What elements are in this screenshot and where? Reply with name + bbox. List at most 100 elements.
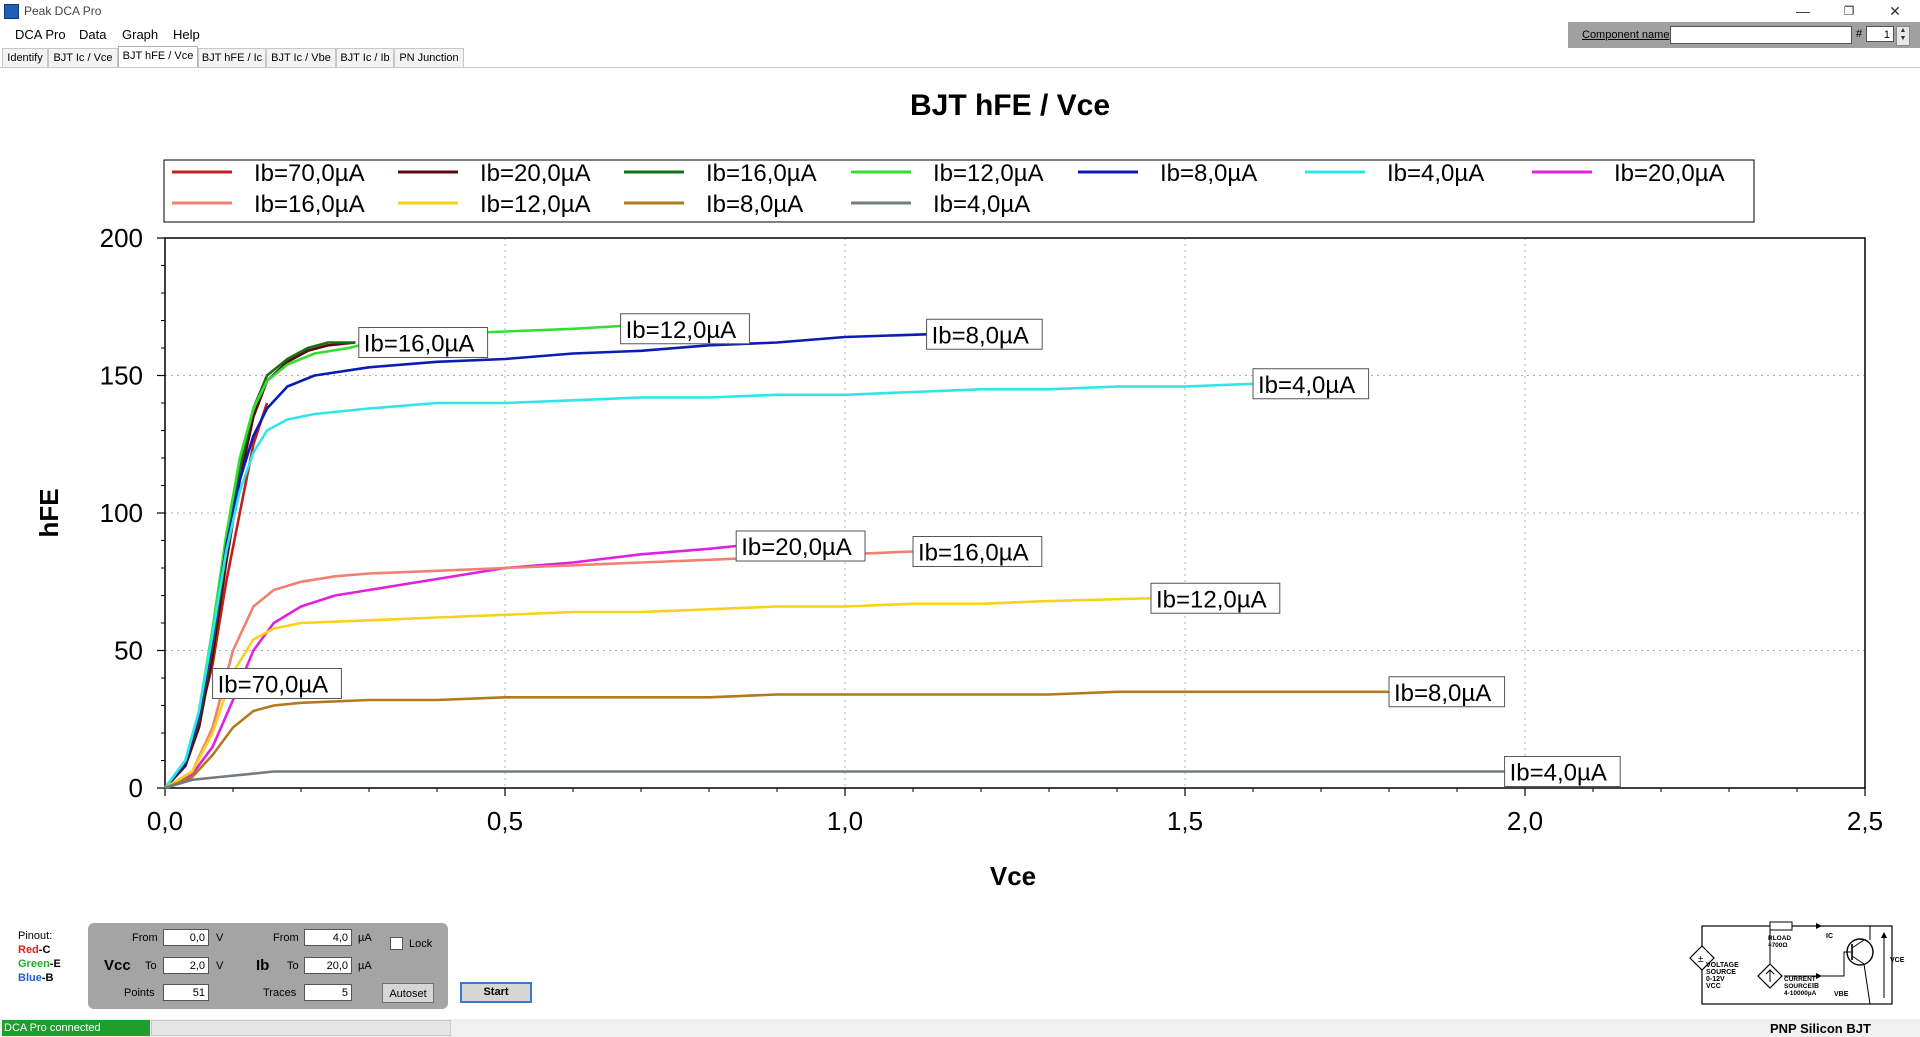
legend-label: Ib=16,0µA bbox=[254, 191, 365, 218]
ib-to-input[interactable]: 20,0 bbox=[304, 957, 352, 974]
vcc-to-input[interactable]: 2,0 bbox=[163, 957, 209, 974]
component-name-input[interactable] bbox=[1670, 26, 1852, 44]
vce-text: VCE bbox=[1890, 957, 1905, 964]
tab-divider bbox=[0, 67, 1920, 68]
minimize-button[interactable]: — bbox=[1796, 3, 1810, 19]
tab-bjt-hfe-vce[interactable]: BJT hFE / Vce bbox=[118, 46, 198, 68]
trace-label-box bbox=[1252, 368, 1370, 400]
pinout-red: Red bbox=[18, 944, 39, 956]
vcc-from-input[interactable]: 0,0 bbox=[163, 929, 209, 946]
component-number-spinner[interactable]: ▲ ▼ bbox=[1896, 26, 1910, 46]
trace-label: Ib=4,0µA bbox=[1252, 368, 1370, 400]
vsrc-text-1: VOLTAGE bbox=[1706, 962, 1739, 969]
traces-input[interactable]: 5 bbox=[304, 984, 352, 1001]
start-button[interactable]: Start bbox=[460, 982, 532, 1003]
lock-label: Lock bbox=[409, 938, 433, 950]
isrc-text-3: 4-10000µA bbox=[1784, 990, 1817, 997]
menu-help[interactable]: Help bbox=[173, 27, 200, 42]
y-tick-label: 50 bbox=[114, 636, 143, 666]
trace-label-text: Ib=4,0µA bbox=[1258, 372, 1355, 399]
component-number-input[interactable]: 1 bbox=[1866, 26, 1894, 42]
menu-data[interactable]: Data bbox=[79, 27, 107, 42]
trace-label: Ib=16,0µA bbox=[358, 327, 489, 358]
series-line bbox=[163, 382, 1254, 789]
ib-label: Ib bbox=[256, 957, 270, 974]
trace-label-text: Ib=16,0µA bbox=[364, 331, 475, 358]
series-line bbox=[163, 341, 356, 789]
progress-bar bbox=[151, 1020, 451, 1036]
trace-label-text: Ib=16,0µA bbox=[918, 540, 1029, 567]
isrc-text-1: CURRENT bbox=[1784, 976, 1816, 983]
x-axis-label: Vce bbox=[990, 861, 1036, 891]
restore-button[interactable]: ❐ bbox=[1843, 4, 1855, 18]
pinout-info: Pinout: Red-C Green-E Blue-B bbox=[18, 929, 61, 985]
vbe-text: VBE bbox=[1834, 991, 1849, 998]
trace-label: Ib=12,0µA bbox=[1150, 582, 1281, 614]
load-resistor-icon bbox=[1769, 921, 1793, 931]
window-title: Peak DCA Pro bbox=[24, 4, 102, 18]
ib-to-label: To bbox=[287, 960, 299, 972]
legend-label: Ib=12,0µA bbox=[933, 160, 1044, 187]
x-tick-label: 1,5 bbox=[1167, 806, 1203, 836]
legend-label: Ib=16,0µA bbox=[706, 160, 817, 187]
ib-to-unit: µA bbox=[358, 960, 372, 972]
series-line bbox=[164, 690, 1389, 790]
ib-from-input[interactable]: 4,0 bbox=[304, 929, 352, 946]
vsrc-text-3: 0-12V bbox=[1706, 976, 1725, 983]
isrc-text-2: SOURCE bbox=[1784, 983, 1812, 990]
legend-label: Ib=4,0µA bbox=[1387, 160, 1484, 187]
points-input[interactable]: 51 bbox=[163, 984, 209, 1001]
autoset-button[interactable]: Autoset bbox=[382, 983, 434, 1003]
ib-from-unit: µA bbox=[358, 932, 372, 944]
x-tick-label: 2,5 bbox=[1847, 806, 1883, 836]
status-bar bbox=[0, 1019, 1920, 1037]
x-tick-label: 0,5 bbox=[487, 806, 523, 836]
app-icon bbox=[4, 4, 19, 19]
circuit-diagram: ± VOLTAGE SOURCE 0-12V VCC CURRENT SOURC… bbox=[1689, 921, 1905, 1005]
trace-label: Ib=8,0µA bbox=[926, 318, 1043, 350]
ib-from-label: From bbox=[273, 932, 299, 944]
close-button[interactable]: ✕ bbox=[1889, 3, 1901, 19]
trace-label: Ib=16,0µA bbox=[912, 536, 1043, 567]
legend-label: Ib=8,0µA bbox=[1160, 160, 1257, 187]
menu-graph[interactable]: Graph bbox=[122, 27, 159, 42]
connection-status: DCA Pro connected bbox=[2, 1020, 150, 1036]
vcc-to-unit: V bbox=[216, 960, 224, 972]
y-tick-label: 0 bbox=[129, 773, 143, 803]
lock-checkbox[interactable] bbox=[390, 937, 403, 950]
vcc-to-label: To bbox=[145, 960, 157, 972]
pinout-blue-pin: -B bbox=[41, 972, 54, 984]
trace-label: Ib=4,0µA bbox=[1504, 756, 1621, 787]
series-line bbox=[163, 324, 621, 789]
trace-label: Ib=20,0µA bbox=[735, 530, 866, 562]
tab-bjt-hfe-ic[interactable]: BJT hFE / Ic bbox=[198, 48, 266, 67]
chart-title: BJT hFE / Vce bbox=[910, 89, 1110, 122]
vcc-label: Vcc bbox=[104, 957, 131, 974]
tab-bjt-ic-vbe[interactable]: BJT Ic / Vbe bbox=[266, 48, 336, 67]
tab-pn-junction[interactable]: PN Junction bbox=[394, 48, 464, 67]
ic-text: IC bbox=[1826, 933, 1833, 940]
vcc-from-label: From bbox=[132, 932, 158, 944]
trace-label-text: Ib=8,0µA bbox=[932, 322, 1029, 349]
legend-label: Ib=8,0µA bbox=[706, 191, 803, 218]
trace-label-text: Ib=12,0µA bbox=[626, 317, 737, 344]
trace-label-box bbox=[1388, 676, 1506, 708]
y-tick-label: 200 bbox=[100, 223, 143, 253]
points-label: Points bbox=[124, 987, 155, 999]
x-tick-label: 2,0 bbox=[1507, 806, 1543, 836]
trace-label-text: Ib=4,0µA bbox=[1510, 760, 1607, 787]
trace-label-box bbox=[735, 530, 866, 562]
trace-label-text: Ib=12,0µA bbox=[1156, 586, 1267, 613]
legend-label: Ib=70,0µA bbox=[254, 160, 365, 187]
trace-label-text: Ib=70,0µA bbox=[218, 672, 329, 699]
x-tick-label: 1,0 bbox=[827, 806, 863, 836]
menu-dca-pro[interactable]: DCA Pro bbox=[15, 27, 66, 42]
pinout-title: Pinout: bbox=[18, 930, 53, 942]
trace-label-box bbox=[926, 318, 1043, 350]
traces-label: Traces bbox=[263, 987, 297, 999]
series-line bbox=[164, 341, 356, 789]
voltage-source-icon bbox=[1689, 945, 1715, 971]
tab-bjt-ic-vce[interactable]: BJT Ic / Vce bbox=[48, 48, 118, 67]
tab-bjt-ic-ib[interactable]: BJT Ic / Ib bbox=[336, 48, 394, 67]
tab-identify[interactable]: Identify bbox=[2, 48, 48, 67]
